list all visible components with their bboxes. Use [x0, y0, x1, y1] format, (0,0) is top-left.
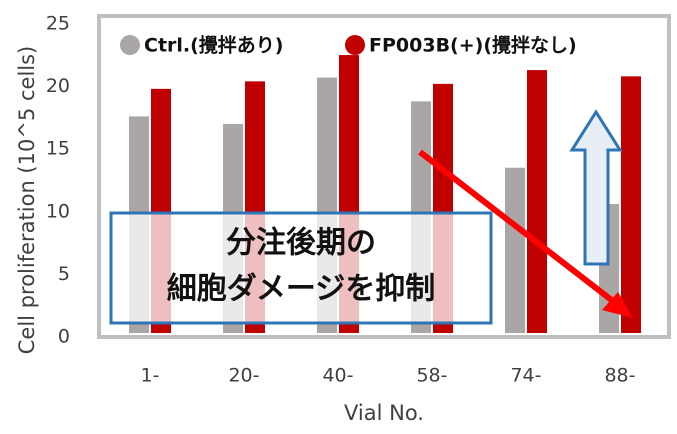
legend-swatch	[120, 35, 140, 55]
bar	[505, 167, 525, 333]
y-axis-label: Cell proliferation (10^5 cells)	[15, 46, 39, 354]
red-arrow-head	[602, 292, 633, 318]
x-tick-label: 58-	[416, 365, 447, 387]
legend-label: Ctrl.(攪拌あり)	[144, 35, 284, 57]
y-tick-label: 25	[46, 13, 70, 35]
x-tick-label: 1-	[141, 365, 160, 387]
x-axis-label: Vial No.	[344, 401, 424, 425]
y-tick-label: 20	[46, 75, 70, 97]
bar	[621, 76, 641, 333]
annotation-box	[109, 211, 493, 325]
x-tick-label: 74-	[510, 365, 541, 387]
annotation-text: 細胞ダメージを抑制	[167, 272, 436, 307]
legend-label: FP003B(+)(攪拌なし)	[369, 35, 577, 57]
up-arrow	[569, 109, 623, 266]
y-tick-label: 10	[46, 200, 70, 222]
x-tick-label: 88-	[604, 365, 635, 387]
red-arrow	[418, 149, 620, 308]
bar	[527, 70, 547, 333]
annotation-text: 分注後期の	[226, 226, 376, 261]
y-tick-label: 0	[58, 326, 70, 348]
x-tick-label: 20-	[228, 365, 259, 387]
legend-swatch	[345, 35, 365, 55]
x-tick-label: 40-	[322, 365, 353, 387]
y-tick-label: 5	[58, 263, 70, 285]
y-tick-label: 15	[46, 138, 70, 160]
